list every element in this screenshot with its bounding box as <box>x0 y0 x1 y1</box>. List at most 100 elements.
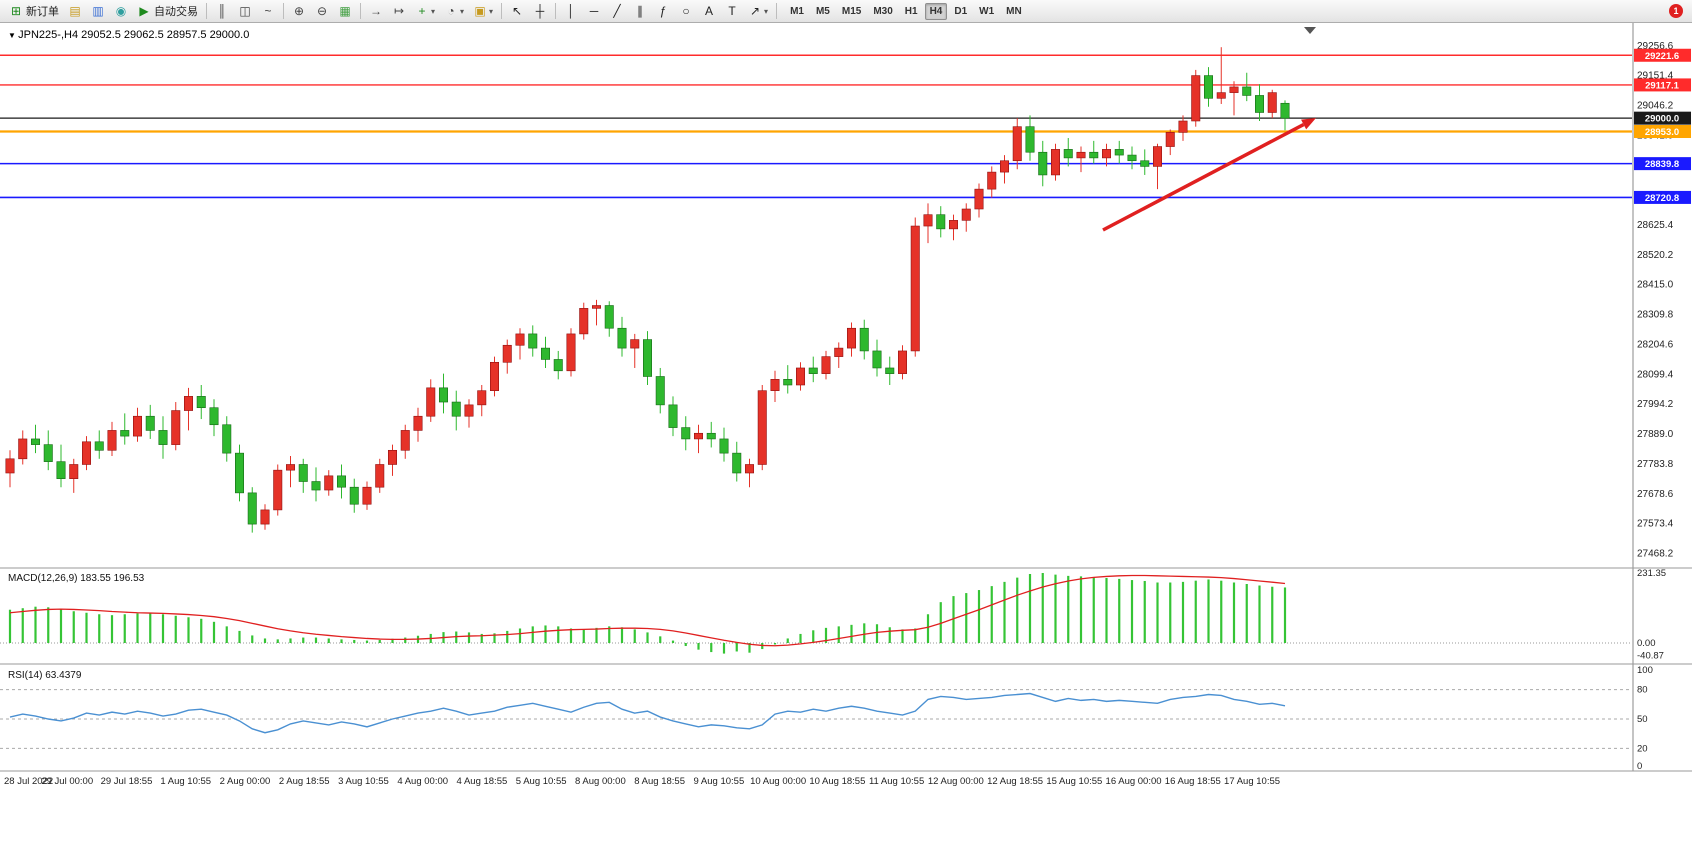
autotrading-button[interactable]: ▶ 自动交易 <box>133 1 202 21</box>
line-chart-button[interactable]: ~ <box>257 1 279 21</box>
candle <box>668 404 678 428</box>
time-axis-label: 2 Aug 18:55 <box>279 776 330 787</box>
dropdown-caret-icon[interactable]: ▾ <box>460 6 465 16</box>
candle <box>693 432 703 440</box>
timeframe-m5-button[interactable]: M5 <box>811 3 835 20</box>
timeframe-mn-button[interactable]: MN <box>1001 3 1027 20</box>
timeframe-w1-button[interactable]: W1 <box>974 3 999 20</box>
notifications-badge[interactable]: 1 <box>1669 4 1683 18</box>
candle <box>285 464 295 471</box>
candle <box>948 220 958 230</box>
new-order-button[interactable]: ⊞ 新订单 <box>5 1 63 21</box>
candle <box>1153 146 1163 167</box>
candle <box>923 214 933 227</box>
text-icon: A <box>705 4 714 18</box>
price-axis-label: 28625.4 <box>1637 220 1674 231</box>
trend-arrow[interactable] <box>1102 122 1305 232</box>
trend-arrow-head[interactable] <box>1301 118 1316 130</box>
price-chart[interactable]: 29256.629151.429046.228941.028835.828730… <box>0 23 1692 844</box>
arrows-button[interactable]: ↗ ▾ <box>744 1 772 21</box>
horizontal-line-button[interactable]: ─ <box>583 1 605 21</box>
candle <box>591 305 601 309</box>
candle <box>1229 86 1239 93</box>
bar-chart-icon: ║ <box>217 4 227 18</box>
candle <box>936 214 946 230</box>
time-axis-label: 4 Aug 00:00 <box>397 776 448 787</box>
timeframe-h4-button[interactable]: H4 <box>924 2 948 20</box>
chart-shift-button[interactable]: ↦ <box>388 1 410 21</box>
timeframe-h1-button[interactable]: H1 <box>900 3 923 20</box>
dropdown-caret-icon[interactable]: ▾ <box>431 6 436 16</box>
notification-count: 1 <box>1673 6 1679 16</box>
price-tag-label: 29117.1 <box>1645 80 1680 91</box>
time-axis-label: 12 Aug 00:00 <box>928 776 984 787</box>
rsi-axis-label: 0 <box>1637 761 1642 772</box>
clock-icon: ◔ <box>447 4 455 18</box>
candle <box>528 333 538 349</box>
dropdown-caret-icon[interactable]: ▾ <box>764 6 769 16</box>
candle <box>1178 120 1188 133</box>
candle <box>209 407 219 426</box>
zoom-in-button[interactable]: ⊕ <box>288 1 310 21</box>
market-watch-icon: ▤ <box>69 4 81 18</box>
trendline-icon: ╱ <box>613 4 621 18</box>
candle <box>1063 149 1073 159</box>
periods-button[interactable]: ◔ ▾ <box>440 1 468 21</box>
candle <box>324 475 334 491</box>
price-axis-label: 28309.8 <box>1637 310 1674 321</box>
channel-button[interactable]: ∥ <box>629 1 651 21</box>
candle <box>489 361 499 391</box>
candle <box>120 430 130 437</box>
dropdown-caret-icon[interactable]: ▾ <box>489 6 494 16</box>
market-watch-button[interactable]: ▤ <box>64 1 86 21</box>
bar-chart-button[interactable]: ║ <box>211 1 233 21</box>
autotrading-button-label: 自动交易 <box>154 6 198 18</box>
timeframe-m1-button[interactable]: M1 <box>785 3 809 20</box>
rsi-axis-label: 80 <box>1637 685 1648 696</box>
timeframe-d1-button[interactable]: D1 <box>949 3 972 20</box>
vertical-line-button[interactable]: │ <box>560 1 582 21</box>
candle <box>1051 149 1061 176</box>
templates-button[interactable]: ▣ ▾ <box>469 1 497 21</box>
text-label-button[interactable]: T <box>721 1 743 21</box>
fibonacci-icon: ƒ <box>659 4 667 18</box>
candle <box>158 430 168 445</box>
data-window-button[interactable]: ▥ <box>87 1 109 21</box>
candle <box>222 424 232 454</box>
candle <box>94 441 104 451</box>
zoom-out-button[interactable]: ⊖ <box>311 1 333 21</box>
timeframe-m15-button[interactable]: M15 <box>837 3 866 20</box>
candle <box>642 339 652 377</box>
chart-shift-marker[interactable] <box>1304 27 1316 34</box>
time-axis-label: 15 Aug 10:55 <box>1046 776 1102 787</box>
add-indicator-button[interactable]: + ▾ <box>411 1 439 21</box>
shapes-button[interactable]: ○ <box>675 1 697 21</box>
crosshair-button[interactable]: ┼ <box>529 1 551 21</box>
trendline-button[interactable]: ╱ <box>606 1 628 21</box>
arrow-tools-icon: ↗ <box>750 4 761 18</box>
candle <box>515 333 525 346</box>
candle <box>910 225 920 352</box>
candle <box>426 387 436 417</box>
tile-windows-button[interactable]: ▦ <box>334 1 356 21</box>
candle <box>1216 92 1226 99</box>
chart-shift-icon: ↦ <box>393 4 405 18</box>
rsi-label: RSI(14) 63.4379 <box>8 670 82 681</box>
macd-axis-label: 0.00 <box>1637 638 1656 649</box>
candle <box>1127 154 1137 162</box>
timeframe-m30-button[interactable]: M30 <box>868 3 897 20</box>
price-axis-label: 29256.6 <box>1637 41 1674 52</box>
candlestick-chart-button[interactable]: ◫ <box>234 1 256 21</box>
rsi-axis-label: 100 <box>1637 665 1653 676</box>
time-axis-label: 16 Aug 00:00 <box>1106 776 1162 787</box>
cursor-button[interactable]: ↖ <box>506 1 528 21</box>
chart-background <box>0 23 1692 844</box>
text-button[interactable]: A <box>698 1 720 21</box>
fibonacci-button[interactable]: ƒ <box>652 1 674 21</box>
candle <box>1204 75 1214 99</box>
price-axis-label: 28099.4 <box>1637 369 1674 380</box>
navigator-button[interactable]: ◉ <box>110 1 132 21</box>
auto-scroll-button[interactable]: → <box>365 1 387 21</box>
candle <box>235 452 245 494</box>
